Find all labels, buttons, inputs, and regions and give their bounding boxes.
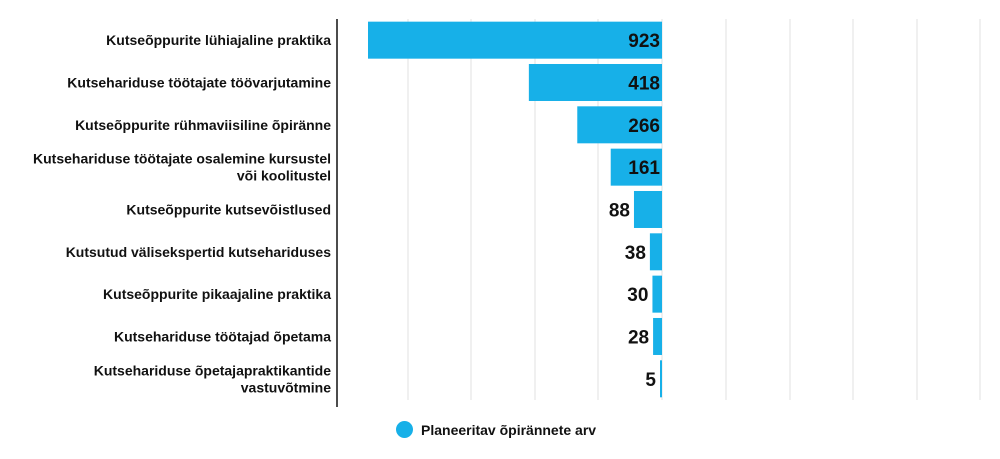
legend: Planeeritav õpirännete arv (396, 421, 596, 438)
bar (653, 317, 662, 355)
category-label: Kutseõppurite pikaajaline praktika (103, 286, 331, 302)
category-label-line: Kutseõppurite pikaajaline praktika (103, 286, 331, 302)
data-label: 28 (628, 327, 649, 348)
bar (660, 360, 662, 398)
category-label-line: või koolitustel (237, 168, 331, 184)
legend-marker (396, 421, 413, 438)
bar (649, 233, 662, 271)
data-label: 38 (625, 243, 646, 264)
category-label: Kutseõppurite rühmaviisiline õpiränne (75, 117, 331, 133)
category-label: Kutsehariduse töötajate osalemine kursus… (33, 151, 331, 184)
data-label: 30 (627, 285, 648, 306)
bar (633, 190, 662, 228)
category-label-line: Kutseõppurite lühiajaline praktika (106, 32, 331, 48)
category-label: Kutseõppurite lühiajaline praktika (106, 32, 331, 48)
category-label: Kutsutud välisekspertid kutsehariduses (66, 244, 332, 260)
category-label-line: Kutseõppurite rühmaviisiline õpiränne (75, 117, 331, 133)
bar (528, 63, 662, 101)
category-label: Kutsehariduse töötajate töövarjutamine (67, 74, 331, 90)
data-label: 161 (628, 158, 660, 179)
bar (368, 21, 662, 59)
category-label-line: Kutsehariduse töötajad õpetama (114, 328, 331, 344)
category-label-line: Kutsehariduse töötajate osalemine kursus… (33, 151, 331, 167)
data-label: 418 (628, 73, 660, 94)
data-label: 266 (628, 116, 660, 137)
bar (610, 148, 662, 186)
data-label: 5 (645, 370, 656, 391)
category-label-line: Kutsehariduse õpetajapraktikantide (94, 362, 332, 378)
category-label-line: Kutsehariduse töötajate töövarjutamine (67, 74, 331, 90)
data-label: 88 (609, 200, 630, 221)
category-label-line: Kutseõppurite kutsevõistlused (126, 201, 331, 217)
category-label-line: vastuvõtmine (241, 379, 331, 395)
category-label-line: Kutsutud välisekspertid kutsehariduses (66, 244, 332, 260)
data-label: 923 (628, 31, 660, 52)
bar (577, 106, 662, 144)
legend-label: Planeeritav õpirännete arv (421, 421, 597, 438)
bar (652, 275, 662, 313)
category-label: Kutseõppurite kutsevõistlused (126, 201, 331, 217)
category-label: Kutsehariduse töötajad õpetama (114, 328, 331, 344)
category-label: Kutsehariduse õpetajapraktikantide vastuv… (94, 362, 332, 395)
